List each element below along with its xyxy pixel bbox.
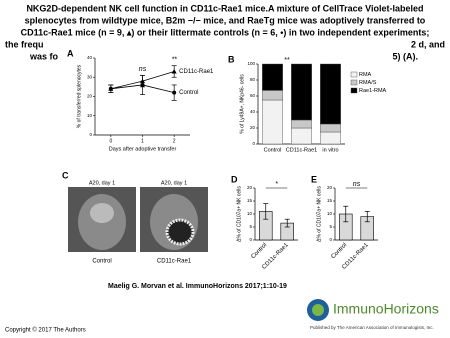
logo-name: ImmunoHorizons (333, 301, 439, 317)
y-tick-label: 100 (247, 61, 255, 66)
x-axis-label: Days after adoptive transfer (109, 146, 177, 152)
y-axis-label: % of transferred splenocytes (76, 64, 82, 128)
y-axis-label: % of Ly49A+, NKp46- cells (239, 74, 245, 134)
bar-segment (291, 63, 312, 121)
point (140, 82, 145, 87)
y-tick-label: 30 (87, 74, 93, 79)
bar-segment (262, 99, 283, 145)
annotation: ** (284, 57, 290, 64)
y-tick-label: 15 (327, 198, 333, 203)
y-tick-label: 60 (250, 93, 256, 98)
panel-c-images (68, 187, 208, 252)
bar-segment (262, 90, 283, 101)
citation: Maelig G. Morvan et al. ImmunoHorizons 2… (108, 283, 287, 290)
y-tick-label: 10 (87, 113, 93, 118)
title-fragment: 5) (A). (393, 51, 419, 61)
image-title: A20, day 1 (161, 180, 187, 186)
y-tick-label: 40 (250, 109, 256, 114)
title-line: splenocytes from wildtype mice, B2m −/− … (25, 15, 426, 25)
bar-segment (291, 119, 312, 129)
y-tick-label: 10 (327, 211, 333, 216)
y-tick-label: 20 (327, 185, 333, 190)
annotation: * (275, 181, 278, 188)
title-line: NKG2D-dependent NK cell function in CD11… (26, 3, 423, 13)
legend-entry: Control (179, 90, 198, 96)
x-tick-label: 0 (109, 138, 112, 144)
x-tick-label: Control (264, 147, 282, 153)
title-fragment: the frequ (5, 39, 44, 49)
title: NKG2D-dependent NK cell function in CD11… (5, 3, 445, 61)
legend-entry: RMA (359, 72, 372, 78)
bar-segment (262, 63, 283, 91)
panel-label: E (311, 174, 317, 184)
y-tick-label: 0 (89, 132, 92, 137)
legend-entry: CD11c-Rae1 (179, 69, 214, 75)
panel-label: D (231, 174, 238, 184)
legend-swatch (350, 71, 358, 78)
x-tick-label: in vitro (322, 147, 338, 153)
point (108, 86, 113, 91)
point (172, 90, 177, 95)
panel-label: B (228, 54, 235, 64)
y-tick-label: 80 (250, 77, 256, 82)
image-title: A20, day 1 (89, 180, 115, 186)
y-tick-label: 20 (250, 125, 256, 130)
y-tick-label: 20 (247, 185, 253, 190)
x-tick-label: 1 (141, 138, 144, 144)
legend-swatch (350, 79, 358, 86)
x-tick-label: 2 (173, 138, 176, 144)
x-tick-label: CD11c-Rae1 (286, 147, 317, 153)
y-axis-label: Δ% of CD107a+ NK cells (316, 186, 322, 242)
image-label: Control (92, 259, 111, 265)
y-tick-label: 20 (87, 94, 93, 99)
annotation: ns (353, 181, 361, 188)
annotation: ** (171, 57, 177, 64)
legend-swatch (350, 87, 358, 94)
bar-segment (320, 63, 341, 125)
y-tick-label: 40 (87, 55, 93, 60)
y-tick-label: 0 (249, 237, 252, 242)
y-tick-label: 5 (249, 224, 252, 229)
y-tick-label: 0 (252, 141, 255, 146)
logo-icon (312, 304, 324, 316)
panel-label: C (62, 170, 69, 180)
bar-segment (320, 131, 341, 145)
bar-segment (291, 127, 312, 145)
y-axis-label: Δ% of CD107a+ NK cells (236, 186, 242, 242)
annotation: ns (139, 66, 147, 73)
y-tick-label: 5 (329, 224, 332, 229)
image-label: CD11c-Rae1 (157, 259, 192, 265)
point (171, 68, 177, 74)
legend-entry: Rae1-RMA (359, 88, 387, 94)
y-tick-label: 0 (329, 237, 332, 242)
logo-tagline: Published by The American Association of… (310, 325, 434, 330)
panel-label: A (67, 48, 74, 58)
title-fragment: 2 d, and (411, 39, 445, 49)
y-tick-label: 10 (247, 211, 253, 216)
y-tick-label: 15 (247, 198, 253, 203)
legend-entry: RMA/S (359, 80, 377, 86)
title-fragment: was fo (29, 51, 59, 61)
title-line: CD11c-Rae1 mice (n = 9, ▴) or their litt… (21, 27, 430, 37)
copyright: Copyright © 2017 The Authors (5, 327, 86, 334)
bar-segment (320, 123, 341, 133)
figure-bg (58, 41, 110, 51)
